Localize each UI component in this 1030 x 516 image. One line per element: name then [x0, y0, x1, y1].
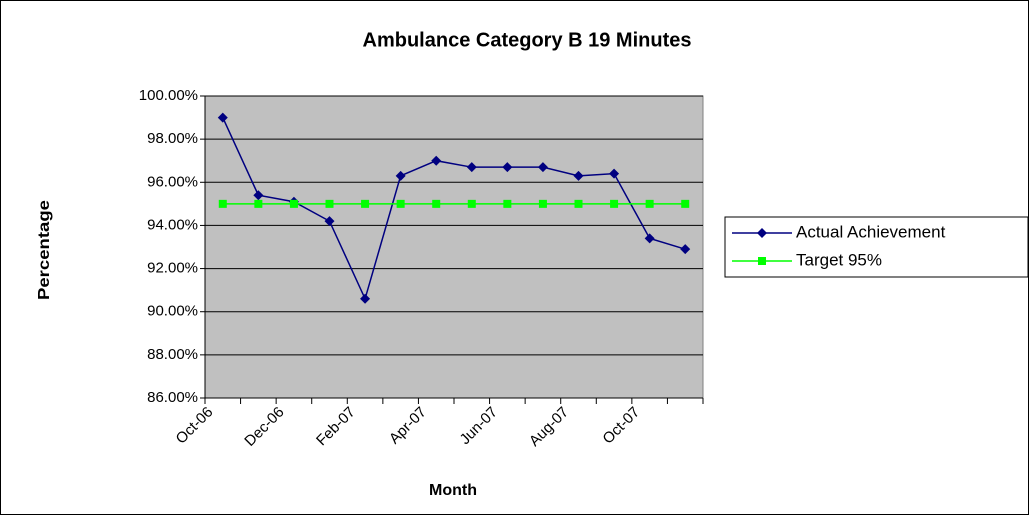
legend-label: Target 95%: [796, 250, 882, 269]
data-point: [324, 216, 335, 227]
y-tick-label: 88.00%: [147, 346, 198, 363]
data-point: [361, 199, 370, 208]
legend-marker: [758, 257, 766, 265]
data-point: [218, 199, 227, 208]
data-point: [609, 168, 620, 179]
data-point: [503, 199, 512, 208]
y-tick-label: 98.00%: [147, 130, 198, 147]
y-tick-label: 90.00%: [147, 303, 198, 320]
data-point: [537, 162, 548, 173]
data-point: [610, 199, 619, 208]
legend-label: Actual Achievement: [796, 222, 946, 241]
data-point: [289, 199, 298, 208]
data-point: [681, 199, 690, 208]
series-line: [222, 117, 686, 301]
chart-title: Ambulance Category B 19 Minutes: [363, 29, 692, 51]
y-axis-label: Percentage: [36, 200, 53, 300]
data-point: [573, 170, 584, 181]
data-point: [360, 293, 371, 304]
y-tick-label: 92.00%: [147, 260, 198, 277]
y-tick-label: 96.00%: [147, 173, 198, 190]
plot-area: [204, 95, 704, 399]
data-point: [432, 199, 441, 208]
y-tick-label: 94.00%: [147, 216, 198, 233]
x-axis-label: Month: [429, 482, 477, 499]
y-tick-label: 86.00%: [147, 389, 198, 406]
data-point: [254, 199, 263, 208]
data-point: [325, 199, 334, 208]
data-point: [680, 244, 691, 255]
data-point: [466, 162, 477, 173]
y-tick-label: 100.00%: [139, 87, 198, 104]
data-point: [538, 199, 547, 208]
legend-marker: [757, 228, 767, 238]
data-point: [396, 199, 405, 208]
data-point: [253, 190, 264, 201]
data-point: [217, 112, 228, 123]
data-point: [467, 199, 476, 208]
data-point: [574, 199, 583, 208]
data-point: [502, 162, 513, 173]
data-point: [395, 170, 406, 181]
data-point: [644, 233, 655, 244]
data-point: [431, 155, 442, 166]
legend: [724, 216, 1029, 278]
data-point: [645, 199, 654, 208]
